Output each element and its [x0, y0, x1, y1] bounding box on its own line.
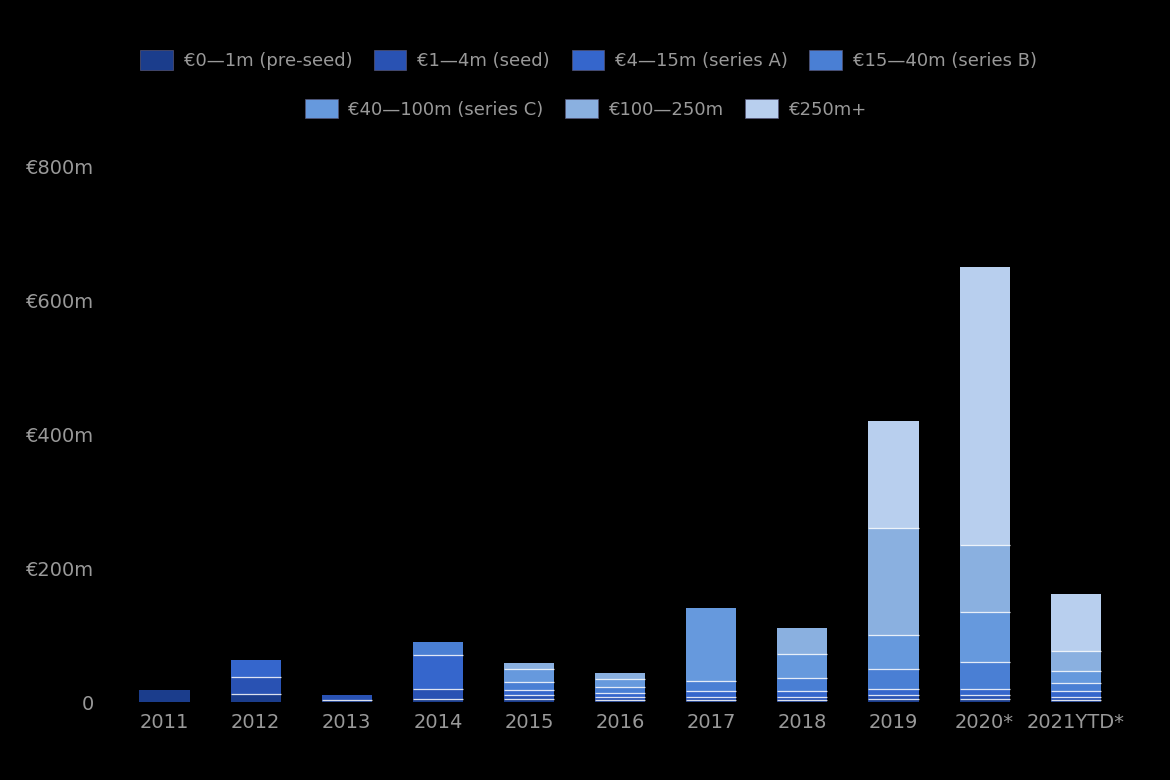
Bar: [1051, 594, 1101, 651]
Bar: [230, 677, 281, 694]
Bar: [868, 700, 918, 702]
Bar: [596, 679, 645, 687]
Legend: €40—100m (series C), €100—250m, €250m+: €40—100m (series C), €100—250m, €250m+: [300, 94, 873, 124]
Bar: [959, 544, 1010, 612]
Bar: [596, 687, 645, 693]
Bar: [777, 700, 827, 702]
Bar: [413, 699, 463, 702]
Bar: [686, 700, 736, 702]
Bar: [868, 420, 918, 528]
Bar: [1051, 691, 1101, 697]
Bar: [504, 700, 555, 702]
Bar: [230, 694, 281, 702]
Bar: [777, 678, 827, 691]
Bar: [686, 681, 736, 691]
Bar: [230, 661, 281, 677]
Bar: [959, 612, 1010, 661]
Bar: [686, 691, 736, 697]
Bar: [959, 689, 1010, 695]
Bar: [686, 697, 736, 700]
Bar: [504, 690, 555, 695]
Bar: [868, 668, 918, 689]
Bar: [413, 655, 463, 689]
Bar: [504, 663, 555, 668]
Bar: [1051, 671, 1101, 683]
Bar: [596, 693, 645, 697]
Bar: [1051, 651, 1101, 671]
Bar: [686, 608, 736, 681]
Bar: [596, 672, 645, 679]
Bar: [504, 682, 555, 690]
Bar: [868, 689, 918, 695]
Bar: [322, 695, 372, 700]
Bar: [959, 700, 1010, 702]
Bar: [1051, 683, 1101, 691]
Bar: [868, 635, 918, 668]
Bar: [777, 697, 827, 700]
Bar: [504, 668, 555, 682]
Bar: [959, 695, 1010, 700]
Bar: [596, 700, 645, 702]
Bar: [1051, 697, 1101, 700]
Bar: [868, 695, 918, 700]
Bar: [959, 267, 1010, 544]
Bar: [504, 695, 555, 700]
Bar: [139, 690, 190, 702]
Bar: [868, 528, 918, 635]
Bar: [413, 642, 463, 655]
Bar: [322, 700, 372, 702]
Bar: [959, 661, 1010, 689]
Bar: [413, 689, 463, 699]
Bar: [596, 697, 645, 700]
Bar: [777, 691, 827, 697]
Bar: [777, 654, 827, 678]
Bar: [777, 628, 827, 654]
Bar: [1051, 700, 1101, 702]
